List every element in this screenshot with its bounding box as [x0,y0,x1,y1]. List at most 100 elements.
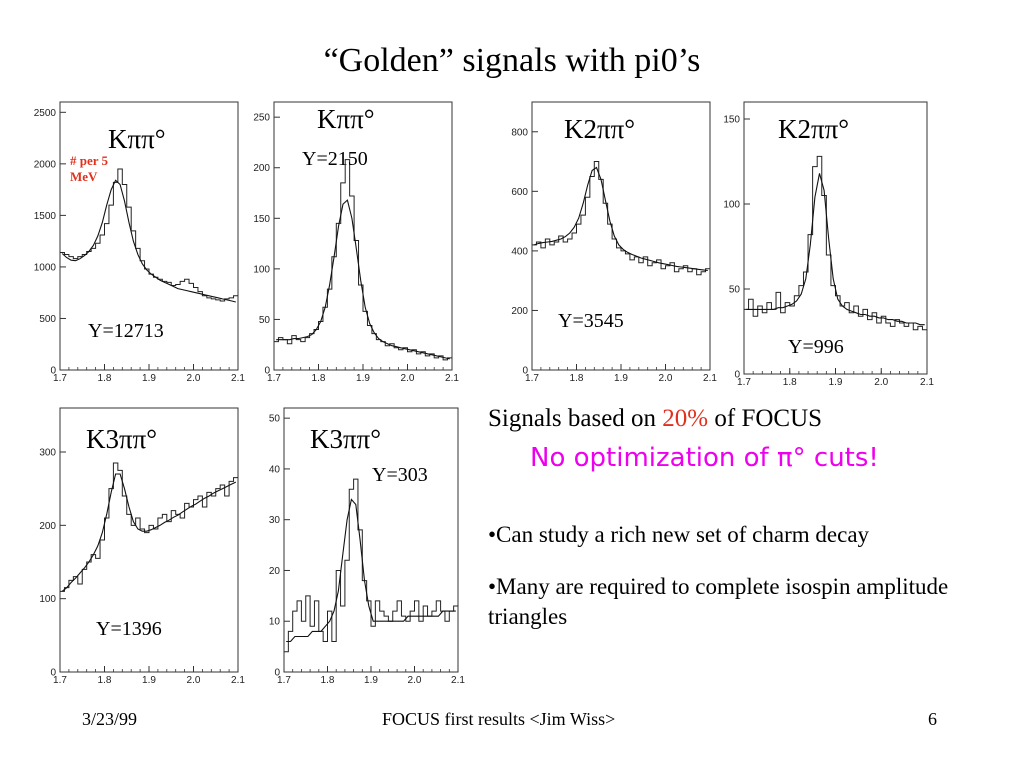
fit-curve [286,498,456,643]
y-tick-label: 200 [39,521,56,532]
y-tick-label: 0 [734,370,740,381]
yield-label-2: Y=2150 [302,148,368,170]
y-tick-label: 0 [50,366,56,377]
histogram-panel-6: 1.7 1.8 1.9 2.0 2.1 0 10 20 30 40 50 K3ππ° Y=303 [254,406,465,688]
fit-curve [534,166,708,272]
y-tick-label: 500 [39,314,56,325]
x-tick-label: 1.8 [321,675,335,686]
panel-title-1: Kππ° [108,124,166,154]
x-tick-label: 2.1 [451,675,465,686]
histogram-panel-5: 1.7 1.8 1.9 2.0 2.1 0 100 200 300 K3ππ° Y=1396 [30,406,245,688]
footer-page-number: 6 [928,709,937,729]
y-tick-label: 50 [729,285,741,296]
y-tick-label: 0 [264,366,270,377]
x-tick-label: 2.0 [187,373,201,384]
bullet-1: •Can study a rich new set of charm decay [488,522,870,547]
bullet-2: •Many are required to complete isospin a… [488,574,949,629]
y-tick-label: 300 [39,448,56,459]
y-tick-label: 0 [50,668,56,679]
x-tick-label: 2.1 [231,675,245,686]
histogram-step [60,168,238,302]
x-tick-label: 1.7 [525,373,539,384]
x-tick-label: 2.1 [445,373,459,384]
panel-title-5: K3ππ° [86,424,158,454]
y-tick-label: 10 [269,617,281,628]
x-tick-label: 1.9 [364,675,378,686]
y-tick-label: 50 [269,414,281,425]
x-tick-label: 1.9 [142,373,156,384]
y-tick-label: 800 [511,127,528,138]
y-tick-label: 2000 [34,159,57,170]
histogram-step [284,478,458,653]
x-tick-label: 1.7 [267,373,281,384]
y-tick-label: 200 [253,163,270,174]
histogram-step [744,155,927,331]
signals-percent: 20% [662,405,709,432]
signals-summary: Signals based on 20% of FOCUS [488,404,822,434]
fit-curve [61,473,237,592]
x-tick-label: 2.1 [231,373,245,384]
y-tick-label: 250 [253,113,270,124]
x-tick-label: 1.9 [142,675,156,686]
y-tick-label: 100 [39,594,56,605]
histogram-panel-1: 1.7 1.8 1.9 2.0 2.1 0 500 1000 1500 2000 2500 Kππ°… [30,100,245,386]
x-tick-label: 2.0 [874,377,888,388]
x-tick-label: 2.0 [408,675,422,686]
histogram-plot-5: 1.7 1.8 1.9 2.0 2.1 0 100 200 300 [39,407,245,686]
x-tick-label: 2.0 [401,373,415,384]
fit-curve [276,199,450,360]
histogram-plot-6: 1.7 1.8 1.9 2.0 2.1 0 10 20 30 40 50 [269,407,465,686]
x-tick-label: 2.1 [920,377,934,388]
y-tick-label: 20 [269,566,281,577]
x-tick-label: 1.9 [356,373,370,384]
x-tick-label: 1.7 [53,675,67,686]
y-tick-label: 150 [723,115,740,126]
yield-label-1: Y=12713 [88,320,164,342]
y-tick-label: 200 [511,306,528,317]
yield-label-6: Y=303 [372,464,428,486]
histogram-panel-4: 1.7 1.8 1.9 2.0 2.1 0 50 100 150 K2ππ° Y=996 [714,100,934,390]
fit-curve [746,173,925,326]
y-tick-label: 1500 [34,211,57,222]
y-tick-label: 2500 [34,108,57,119]
x-tick-label: 1.9 [829,377,843,388]
histogram-step [532,161,710,276]
x-tick-label: 2.0 [659,373,673,384]
fit-curve [61,179,236,303]
y-tick-label: 100 [723,200,740,211]
yield-label-5: Y=1396 [96,618,162,640]
signals-suffix: of FOCUS [708,405,823,432]
y-tick-label: 30 [269,515,281,526]
x-tick-label: 1.8 [98,373,112,384]
y-tick-label: 1000 [34,262,57,273]
x-tick-label: 1.8 [98,675,112,686]
x-tick-label: 1.8 [570,373,584,384]
no-optimization-note: No optimization of π° cuts! [530,443,879,473]
y-tick-label: 150 [253,214,270,225]
x-tick-label: 1.9 [614,373,628,384]
x-tick-label: 1.7 [737,377,751,388]
panel-title-6: K3ππ° [310,424,382,454]
slide-title: “Golden” signals with pi0’s [323,42,701,79]
panel-title-3: K2ππ° [564,114,636,144]
histogram-step [60,462,238,592]
footer-date: 3/23/99 [82,709,138,729]
y-tick-label: 600 [511,187,528,198]
histogram-plot-3: 1.7 1.8 1.9 2.0 2.1 0 200 400 600 800 [511,101,717,384]
histogram-panel-3: 1.7 1.8 1.9 2.0 2.1 0 200 400 600 800 K2ππ° Y=354… [502,100,717,386]
y-tick-label: 0 [274,668,280,679]
y-tick-label: 400 [511,246,528,257]
y-tick-label: 0 [522,366,528,377]
histogram-plot-4: 1.7 1.8 1.9 2.0 2.1 0 50 100 150 [723,101,934,388]
panel-title-2: Kππ° [317,104,375,134]
panel-title-4: K2ππ° [778,114,850,144]
x-tick-label: 1.8 [783,377,797,388]
y-tick-label: 50 [259,315,271,326]
y-tick-label: 40 [269,464,281,475]
y-axis-label: # per 5 MeV [70,153,109,184]
histogram-step [274,159,452,361]
histogram-plot-2: 1.7 1.8 1.9 2.0 2.1 0 50 100 150 200 250 [253,101,459,384]
y-tick-label: 100 [253,264,270,275]
histogram-plot-1: 1.7 1.8 1.9 2.0 2.1 0 500 1000 1500 2000 2500 [34,101,245,384]
x-tick-label: 1.7 [277,675,291,686]
